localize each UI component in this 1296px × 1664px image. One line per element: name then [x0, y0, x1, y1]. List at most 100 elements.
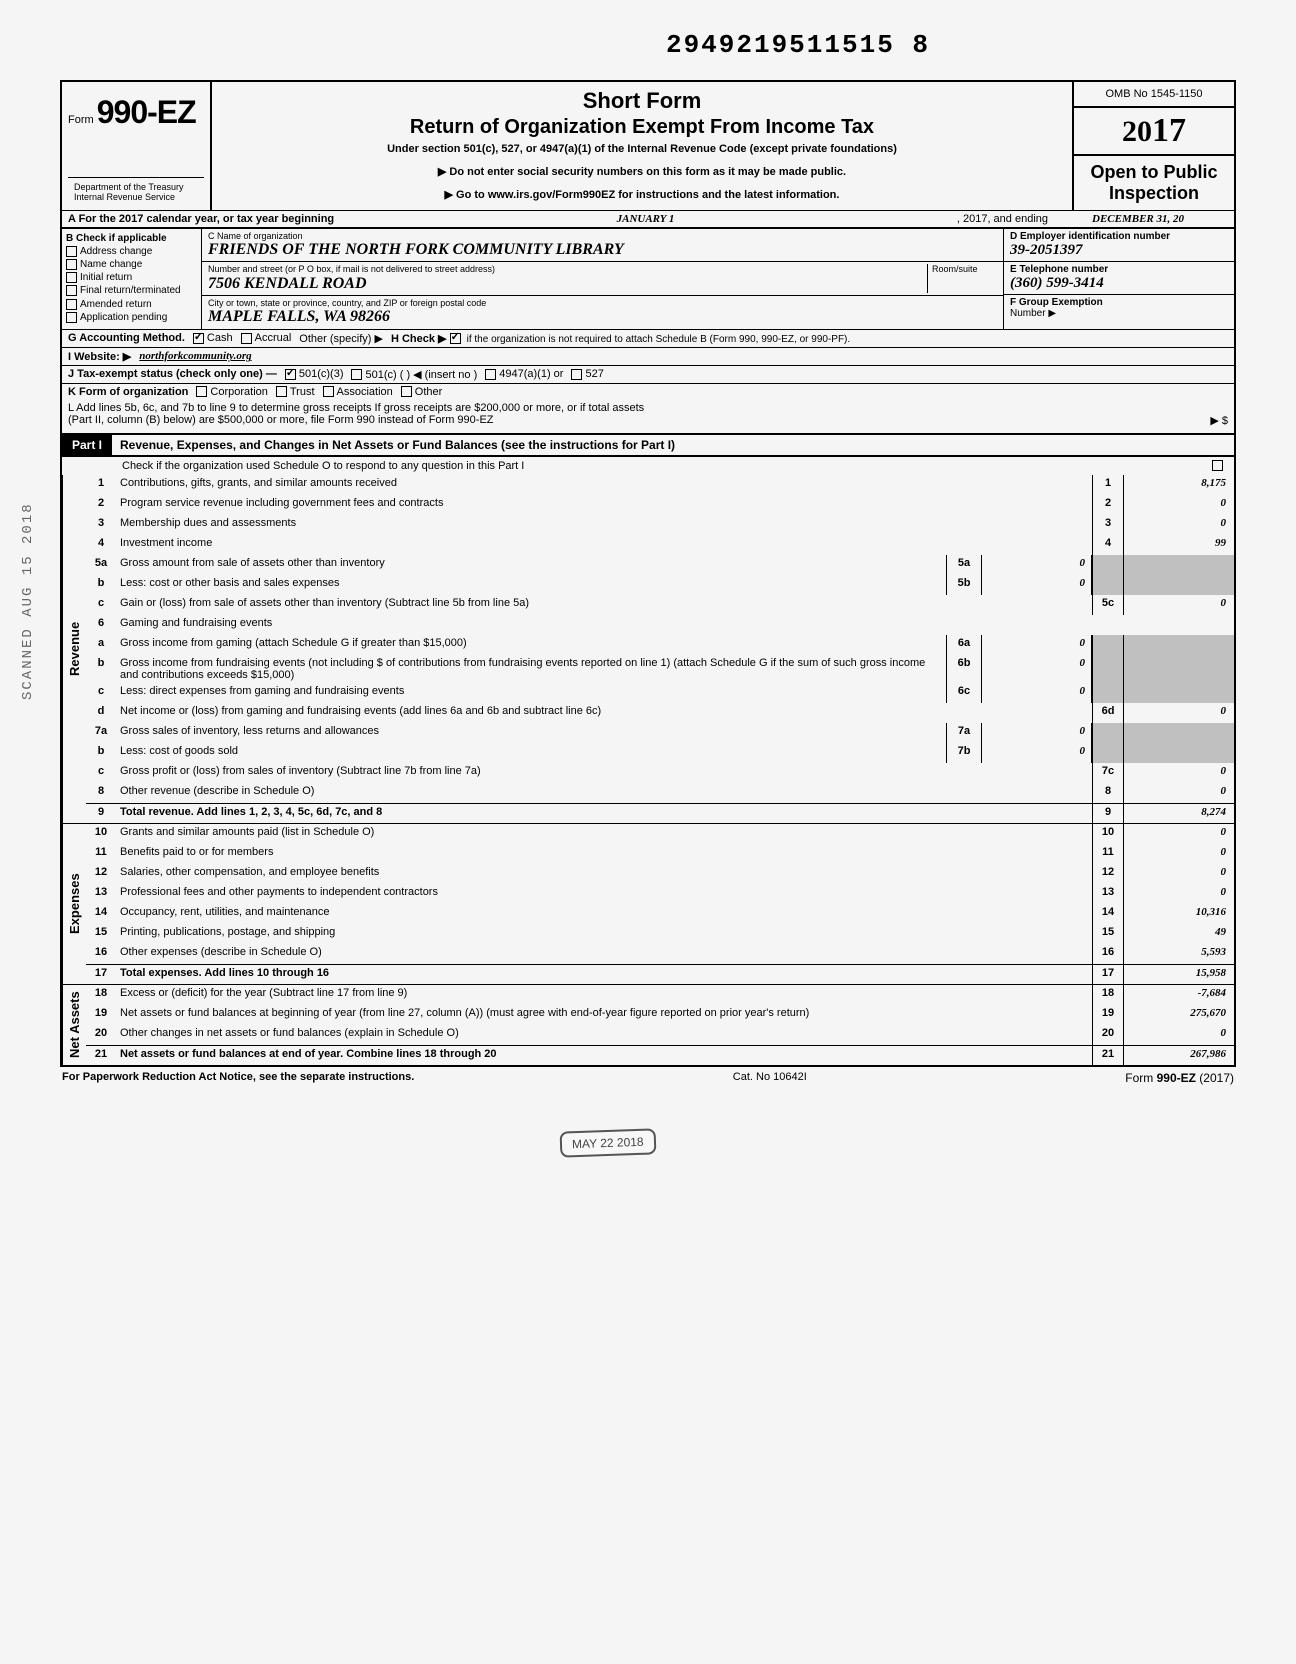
line-right-val: 0: [1124, 515, 1234, 535]
line-right-val: -7,684: [1124, 985, 1234, 1005]
chk-name-change[interactable]: Name change: [66, 259, 197, 270]
line-mid-num: 6c: [946, 683, 982, 703]
ein-value: 39-2051397: [1010, 242, 1083, 258]
line-row: bLess: cost of goods sold7b0: [86, 743, 1234, 763]
row-a-tax-year: A For the 2017 calendar year, or tax yea…: [60, 210, 1236, 227]
line-number: 11: [86, 844, 116, 864]
footer-left: For Paperwork Reduction Act Notice, see …: [62, 1071, 414, 1085]
line-right-num: 10: [1092, 824, 1124, 844]
chk-schedule-b[interactable]: [450, 333, 461, 344]
line-row: 8Other revenue (describe in Schedule O)8…: [86, 783, 1234, 803]
line-right-val: 0: [1124, 783, 1234, 803]
chk-final-return[interactable]: Final return/terminated: [66, 285, 197, 296]
row-j-tax-status: J Tax-exempt status (check only one) — 5…: [60, 365, 1236, 383]
line-desc: Grants and similar amounts paid (list in…: [116, 824, 1092, 844]
row-i-website: I Website: ▶ northforkcommunity.org: [60, 347, 1236, 365]
line-desc: Less: cost of goods sold: [116, 743, 946, 763]
form-subtitle: Under section 501(c), 527, or 4947(a)(1)…: [222, 143, 1062, 155]
line-row: bLess: cost or other basis and sales exp…: [86, 575, 1234, 595]
accounting-label: G Accounting Method.: [68, 332, 185, 344]
line-number: c: [86, 683, 116, 703]
chk-address-change[interactable]: Address change: [66, 246, 197, 257]
line-right-val: [1124, 683, 1234, 703]
chk-accrual[interactable]: Accrual: [241, 332, 292, 344]
line-right-num: 14: [1092, 904, 1124, 924]
line-desc: Benefits paid to or for members: [116, 844, 1092, 864]
line-desc: Salaries, other compensation, and employ…: [116, 864, 1092, 884]
chk-initial-return[interactable]: Initial return: [66, 272, 197, 283]
line-mid-val: 0: [982, 655, 1092, 683]
chk-label: Address change: [80, 246, 152, 257]
line-number: b: [86, 743, 116, 763]
line-row: 1Contributions, gifts, grants, and simil…: [86, 475, 1234, 495]
chk-assoc[interactable]: Association: [323, 386, 393, 398]
line-right-val: 15,958: [1124, 965, 1234, 984]
line-row: 17Total expenses. Add lines 10 through 1…: [86, 964, 1234, 984]
chk-527[interactable]: 527: [571, 368, 603, 380]
row-h-text: if the organization is not required to a…: [467, 334, 851, 345]
chk-schedule-o[interactable]: [1212, 460, 1223, 471]
chk-501c[interactable]: 501(c) ( ) ◀ (insert no ): [351, 368, 477, 381]
section-d: D Employer identification number 39-2051…: [1004, 229, 1234, 262]
part1-table: Revenue 1Contributions, gifts, grants, a…: [60, 475, 1236, 1067]
form-org-label: K Form of organization: [68, 386, 188, 398]
section-b: B Check if applicable Address change Nam…: [62, 229, 202, 329]
line-desc: Less: cost or other basis and sales expe…: [116, 575, 946, 595]
line-mid-val: 0: [982, 555, 1092, 575]
line-mid-num: 5b: [946, 575, 982, 595]
org-city-label: City or town, state or province, country…: [208, 298, 997, 308]
chk-other[interactable]: Other: [401, 386, 443, 398]
line-row: 15Printing, publications, postage, and s…: [86, 924, 1234, 944]
website-label: I Website: ▶: [68, 350, 131, 363]
line-row: cLess: direct expenses from gaming and f…: [86, 683, 1234, 703]
line-right-val: [1124, 655, 1234, 683]
line-number: c: [86, 595, 116, 615]
line-number: 6: [86, 615, 116, 635]
part1-title: Revenue, Expenses, and Changes in Net As…: [112, 435, 1234, 455]
line-desc: Total revenue. Add lines 1, 2, 3, 4, 5c,…: [116, 804, 1092, 823]
form-instr2: ▶ Go to www.irs.gov/Form990EZ for instru…: [222, 188, 1062, 201]
opt-label: 501(c) ( ) ◀ (insert no ): [365, 369, 477, 381]
chk-application-pending[interactable]: Application pending: [66, 312, 197, 323]
group-exempt-label2: Number ▶: [1010, 308, 1056, 319]
chk-cash[interactable]: Cash: [193, 332, 233, 344]
line-desc: Printing, publications, postage, and shi…: [116, 924, 1092, 944]
org-city-value: MAPLE FALLS, WA 98266: [208, 308, 997, 326]
open-public-label: Open to Public Inspection: [1074, 156, 1234, 210]
line-row: 5aGross amount from sale of assets other…: [86, 555, 1234, 575]
chk-501c3[interactable]: 501(c)(3): [285, 368, 344, 380]
line-row: bGross income from fundraising events (n…: [86, 655, 1234, 683]
form-number-block: Form 990-EZ: [68, 94, 204, 131]
form-number: 990-EZ: [97, 94, 196, 130]
side-revenue: Revenue: [62, 475, 86, 823]
line-right-val: 8,274: [1124, 804, 1234, 823]
room-label: Room/suite: [932, 264, 978, 274]
opt-label: Trust: [290, 386, 315, 398]
line-desc: Gross income from gaming (attach Schedul…: [116, 635, 946, 655]
opt-label: Corporation: [210, 386, 267, 398]
line-right-num: [1092, 635, 1124, 655]
website-value: northforkcommunity.org: [139, 350, 251, 362]
line-right-val: 0: [1124, 824, 1234, 844]
accrual-label: Accrual: [255, 332, 292, 344]
omb-number: OMB No 1545-1150: [1074, 82, 1234, 108]
tax-status-label: J Tax-exempt status (check only one) —: [68, 368, 277, 380]
year-prefix: 20: [1122, 115, 1152, 148]
line-row: 3Membership dues and assessments30: [86, 515, 1234, 535]
chk-amended-return[interactable]: Amended return: [66, 299, 197, 310]
line-right-val: 0: [1124, 884, 1234, 904]
footer-right: Form 990-EZ (2017): [1125, 1071, 1234, 1085]
chk-corp[interactable]: Corporation: [196, 386, 267, 398]
line-number: d: [86, 703, 116, 723]
section-b-label: B Check if applicable: [66, 233, 167, 244]
line-row: 2Program service revenue including gover…: [86, 495, 1234, 515]
chk-4947[interactable]: 4947(a)(1) or: [485, 368, 563, 380]
other-specify: Other (specify) ▶: [299, 332, 383, 345]
chk-trust[interactable]: Trust: [276, 386, 315, 398]
line-desc: Gross income from fundraising events (no…: [116, 655, 946, 683]
line-right-num: 12: [1092, 864, 1124, 884]
line-desc: Other revenue (describe in Schedule O): [116, 783, 1092, 803]
line-desc: Net assets or fund balances at end of ye…: [116, 1046, 1092, 1065]
line-right-num: 20: [1092, 1025, 1124, 1045]
line-right-val: 275,670: [1124, 1005, 1234, 1025]
